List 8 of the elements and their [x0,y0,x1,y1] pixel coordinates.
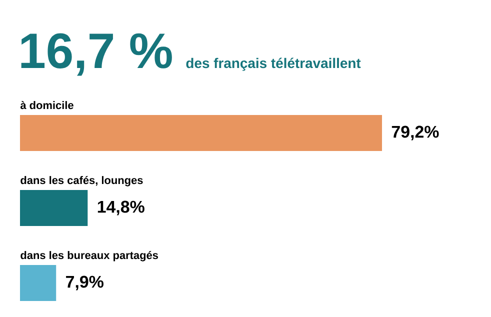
y-tick-label: dans les cafés, lounges [20,176,143,186]
chart-title: 16,7 % [21,33,172,76]
y-tick-label: à domicile [20,100,74,110]
chart-subtitle: des français télétravaillent [186,58,361,71]
y-tick-label: dans les bureaux partagés [20,250,158,262]
data-label: 79,2% [392,126,439,140]
data-label: 7,9% [66,276,104,290]
data-label: 14,8% [98,200,144,216]
